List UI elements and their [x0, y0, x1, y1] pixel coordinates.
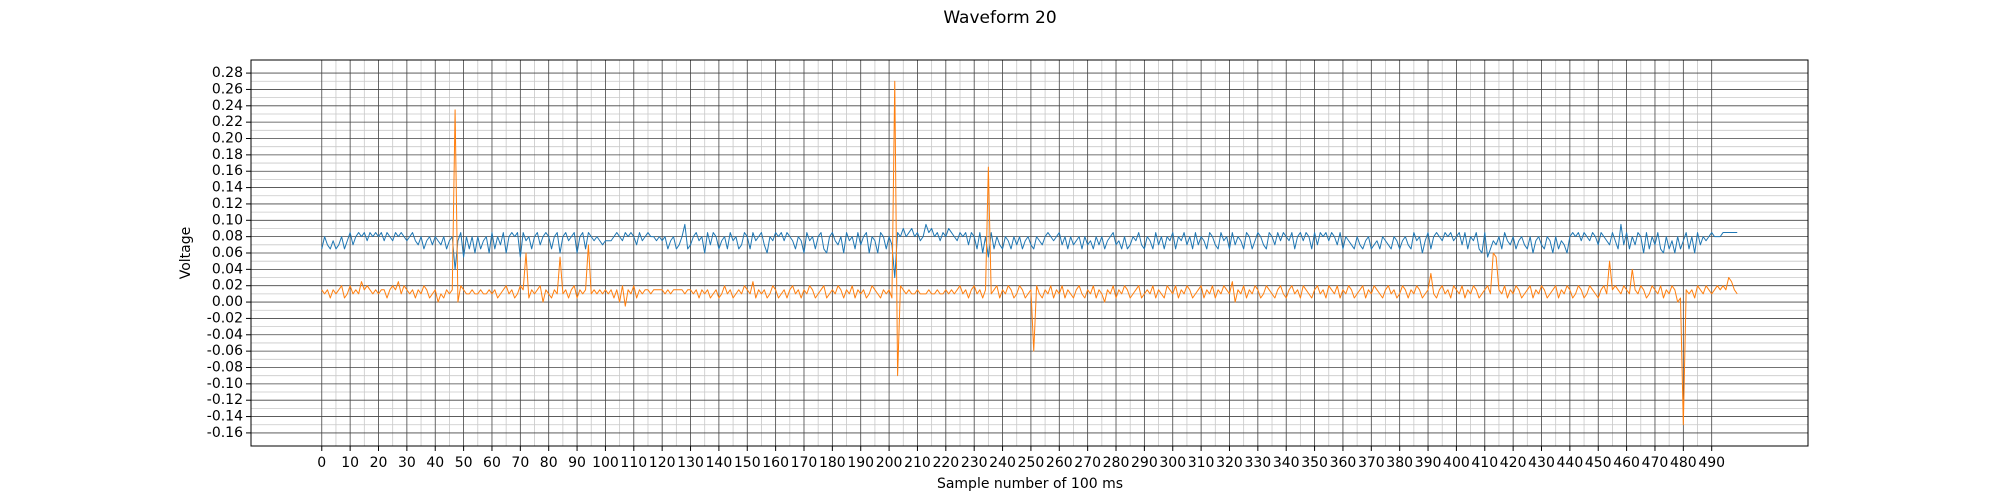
x-tick-label: 230 — [961, 455, 988, 471]
y-tick-label: 0.02 — [212, 278, 243, 294]
plot-frame — [250, 59, 1809, 447]
x-tick-label: 0 — [317, 455, 326, 471]
x-tick-label: 70 — [511, 455, 529, 471]
y-tick-label: 0.04 — [212, 261, 243, 277]
y-tick-label: 0.08 — [212, 229, 243, 245]
x-tick-label: 100 — [592, 455, 619, 471]
x-tick-label: 30 — [398, 455, 416, 471]
x-tick-label: 490 — [1698, 455, 1725, 471]
x-tick-label: 130 — [677, 455, 704, 471]
x-tick-label: 310 — [1188, 455, 1215, 471]
y-tick-label: -0.16 — [207, 425, 243, 441]
x-tick-label: 320 — [1216, 455, 1243, 471]
y-tick-label: -0.12 — [207, 392, 243, 408]
x-tick-label: 370 — [1358, 455, 1385, 471]
series-line — [321, 223, 1738, 279]
x-tick-label: 120 — [649, 455, 676, 471]
y-tick-label: -0.02 — [207, 310, 243, 326]
x-axis-label: Sample number of 100 ms — [937, 476, 1123, 492]
x-tick-label: 450 — [1585, 455, 1612, 471]
y-tick-label: -0.14 — [207, 409, 243, 425]
x-tick-label: 440 — [1557, 455, 1584, 471]
x-tick-label: 270 — [1074, 455, 1101, 471]
x-tick-label: 210 — [904, 455, 931, 471]
y-tick-label: 0.22 — [212, 114, 243, 130]
x-tick-label: 90 — [568, 455, 586, 471]
x-tick-label: 10 — [341, 455, 359, 471]
x-tick-label: 190 — [847, 455, 874, 471]
y-tick-label: 0.00 — [212, 294, 243, 310]
x-tick-label: 400 — [1443, 455, 1470, 471]
x-tick-label: 420 — [1500, 455, 1527, 471]
x-tick-label: 290 — [1131, 455, 1158, 471]
y-tick-label: 0.16 — [212, 163, 243, 179]
y-tick-label: 0.12 — [212, 196, 243, 212]
series-line — [321, 80, 1738, 426]
x-tick-label: 280 — [1103, 455, 1130, 471]
y-tick-label: -0.08 — [207, 359, 243, 375]
x-tick-label: 250 — [1018, 455, 1045, 471]
x-tick-label: 460 — [1613, 455, 1640, 471]
x-tick-label: 20 — [370, 455, 388, 471]
x-tick-label: 350 — [1301, 455, 1328, 471]
x-tick-label: 390 — [1415, 455, 1442, 471]
x-tick-label: 340 — [1273, 455, 1300, 471]
y-tick-label: 0.28 — [212, 65, 243, 81]
x-tick-label: 50 — [455, 455, 473, 471]
x-tick-label: 140 — [706, 455, 733, 471]
y-tick-label: 0.14 — [212, 180, 243, 196]
x-tick-label: 470 — [1642, 455, 1669, 471]
x-tick-label: 480 — [1670, 455, 1697, 471]
x-tick-label: 380 — [1386, 455, 1413, 471]
x-tick-label: 240 — [989, 455, 1016, 471]
x-tick-label: 200 — [876, 455, 903, 471]
x-tick-label: 40 — [426, 455, 444, 471]
x-tick-label: 430 — [1528, 455, 1555, 471]
y-tick-label: 0.10 — [212, 212, 243, 228]
x-tick-label: 80 — [540, 455, 558, 471]
y-tick-label: 0.18 — [212, 147, 243, 163]
y-tick-label: 0.06 — [212, 245, 243, 261]
x-tick-label: 170 — [791, 455, 818, 471]
x-tick-label: 180 — [819, 455, 846, 471]
x-tick-label: 220 — [932, 455, 959, 471]
x-tick-label: 360 — [1330, 455, 1357, 471]
y-tick-label: -0.04 — [207, 327, 243, 343]
x-tick-label: 150 — [734, 455, 761, 471]
y-tick-label: -0.06 — [207, 343, 243, 359]
y-tick-label: 0.20 — [212, 131, 243, 147]
x-tick-label: 60 — [483, 455, 501, 471]
y-axis-label: Voltage — [178, 227, 194, 280]
chart-title: Waveform 20 — [943, 8, 1056, 28]
y-tick-label: -0.10 — [207, 376, 243, 392]
y-tick-label: 0.24 — [212, 98, 243, 114]
x-tick-label: 260 — [1046, 455, 1073, 471]
x-tick-label: 160 — [762, 455, 789, 471]
x-tick-label: 330 — [1244, 455, 1271, 471]
y-tick-label: 0.26 — [212, 81, 243, 97]
x-tick-label: 110 — [620, 455, 647, 471]
x-tick-label: 410 — [1471, 455, 1498, 471]
x-tick-label: 300 — [1159, 455, 1186, 471]
